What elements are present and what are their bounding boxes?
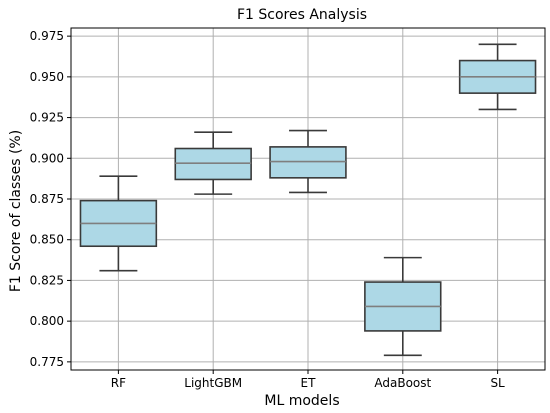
box-lightgbm [174,131,252,195]
y-tick-label: 0.950 [30,70,64,84]
box-adaboost [364,256,442,357]
iqr-box [269,146,347,179]
y-tick-label: 0.975 [30,29,64,43]
x-tick-label: RF [111,376,126,390]
x-tick-label: AdaBoost [374,376,431,390]
boxes [79,43,537,357]
y-axis-label: F1 Score of classes (%) [8,130,24,292]
box-rf [79,175,158,272]
chart-title: F1 Scores Analysis [237,7,367,23]
y-tick-label: 0.850 [30,233,64,247]
y-tick-label: 0.825 [30,273,64,287]
y-tick-label: 0.800 [30,314,64,328]
iqr-box [174,147,252,181]
y-tick-label: 0.775 [30,355,64,369]
x-tick-label: ET [301,376,317,390]
y-tick-label: 0.900 [30,151,64,165]
x-tick-label: SL [490,376,505,390]
box-et [269,129,347,194]
y-tick-label: 0.875 [30,192,64,206]
box-sl [458,43,537,111]
ticks: 0.775 0.800 0.825 0.850 0.875 0.900 0.925 0.950… [30,29,505,390]
y-tick-label: 0.925 [30,111,64,125]
x-tick-label: LightGBM [184,376,242,390]
x-axis-label: ML models [264,393,339,409]
